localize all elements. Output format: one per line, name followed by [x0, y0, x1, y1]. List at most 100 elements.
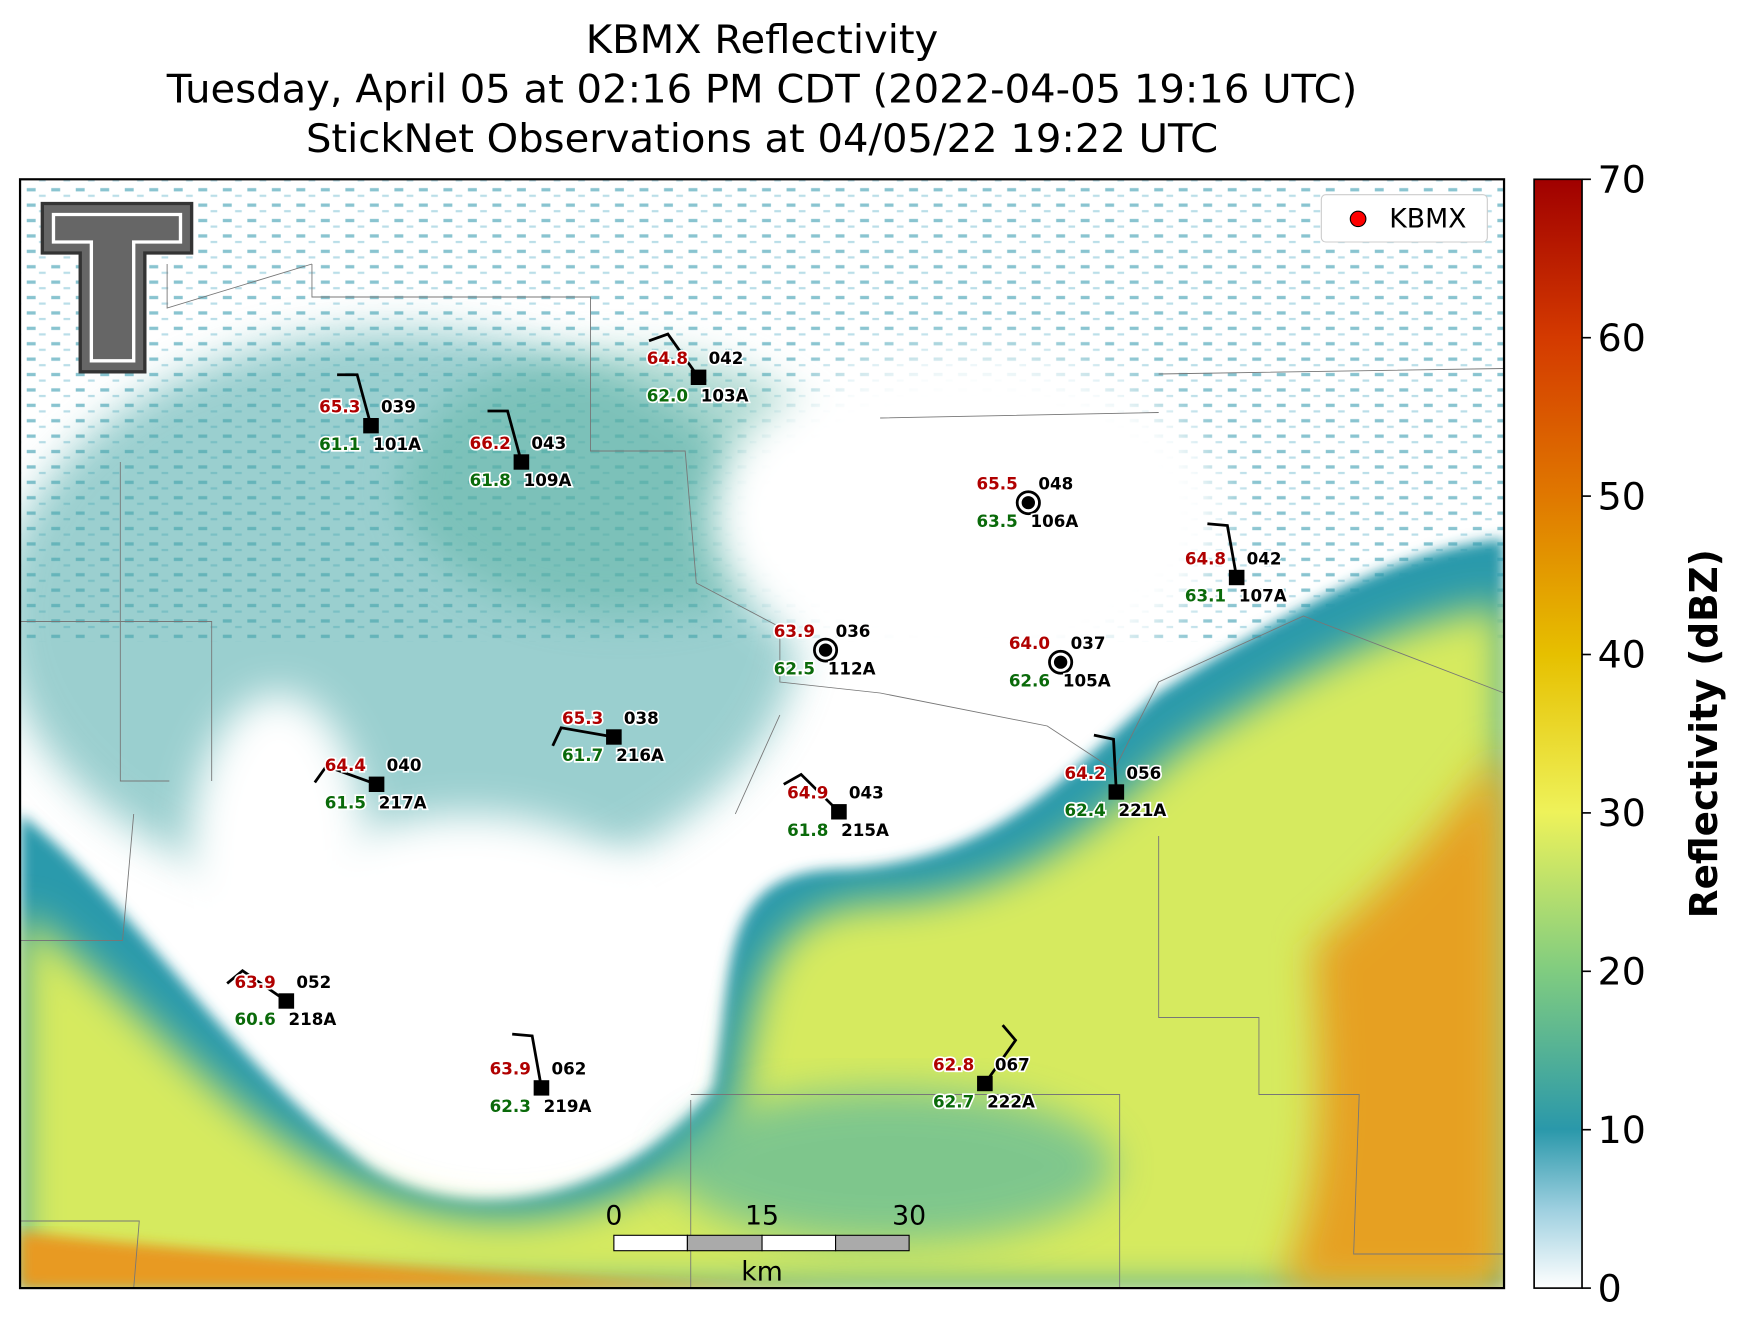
temperature: 63.9: [235, 973, 276, 992]
station: 66.2 043 61.8 109A: [468, 409, 573, 492]
legend-label: KBMX: [1389, 204, 1466, 235]
temperature: 62.8: [933, 1055, 974, 1074]
colorbar-tick-label: 0: [1598, 1267, 1622, 1311]
temperature: 63.9: [490, 1060, 531, 1079]
echo-heavy: [20, 1232, 892, 1289]
echo: [668, 1089, 1115, 1243]
wind-barb: [648, 332, 700, 379]
temperature: 64.2: [1065, 764, 1106, 783]
station-marker: [1228, 569, 1245, 586]
dewpoint: 62.0: [647, 387, 688, 406]
dewpoint: 62.7: [933, 1093, 974, 1112]
colorbar-tick-label: 10: [1598, 1108, 1646, 1152]
station-id: 106A: [1031, 512, 1079, 531]
station-id: 107A: [1239, 587, 1287, 606]
station-marker: [818, 643, 833, 657]
temperature: 64.0: [1009, 634, 1050, 653]
title: KBMX Reflectivity: [586, 17, 939, 63]
station: 64.0 037 62.6 105A: [1007, 632, 1112, 692]
dewpoint: 62.5: [774, 659, 815, 678]
pressure-code: 048: [1038, 475, 1073, 494]
logo: [40, 201, 194, 374]
colorbar-tick-label: 40: [1598, 633, 1646, 677]
pressure-code: 062: [551, 1060, 586, 1079]
scale-bar: 0 15 30 km: [605, 1200, 926, 1287]
temperature: 65.5: [977, 475, 1018, 494]
pressure-code: 036: [836, 622, 871, 641]
pressure-code: 043: [531, 434, 566, 453]
pressure-code: 052: [296, 973, 331, 992]
wind-barb: [226, 968, 288, 1003]
pressure-code: 040: [387, 756, 422, 775]
station-id: 112A: [828, 659, 876, 678]
calm-ring: [1015, 490, 1041, 516]
station: 65.3 038 61.7 216A: [551, 707, 666, 767]
echo-gap: [713, 352, 1226, 682]
dewpoint: 62.6: [1009, 671, 1050, 690]
scale-label: 0: [605, 1200, 622, 1231]
station-id: 109A: [524, 471, 572, 490]
station: 64.8 042 63.1 107A: [1183, 522, 1288, 607]
dewpoint: 62.3: [490, 1097, 531, 1116]
dewpoint: 61.5: [325, 794, 366, 813]
wind-barb: [1093, 733, 1118, 793]
pressure-code: 042: [709, 349, 744, 368]
station-id: 217A: [379, 794, 427, 813]
colorbar-tick-label: 60: [1598, 316, 1646, 360]
calm-ring: [813, 637, 839, 663]
station-marker: [513, 454, 530, 470]
pressure-code: 038: [624, 709, 659, 728]
station-marker: [1108, 784, 1125, 800]
station-id: 219A: [544, 1097, 592, 1116]
colorbar-tick-label: 30: [1598, 791, 1646, 835]
station: 64.9 043 61.8 215A: [783, 772, 891, 842]
colorbar-ticks: 0 10 20 30 40 50 60 70: [1582, 158, 1646, 1311]
pressure-code: 043: [849, 784, 884, 803]
scale-unit: km: [741, 1257, 782, 1288]
colorbar-tick-label: 70: [1598, 158, 1646, 202]
wind-barb: [783, 772, 840, 813]
station-id: 215A: [841, 821, 889, 840]
dewpoint: 62.4: [1065, 801, 1106, 820]
temperature: 64.4: [325, 756, 366, 775]
station: 63.9 062 62.3 219A: [488, 1032, 593, 1118]
station: 64.2 056 62.4 221A: [1063, 733, 1168, 822]
wind-barb: [983, 1024, 1018, 1085]
colorbar-tick-label: 50: [1598, 475, 1646, 519]
dewpoint: 60.6: [235, 1010, 276, 1029]
wind-barb: [1207, 522, 1239, 578]
legend: KBMX: [1320, 194, 1488, 243]
scale-label: 30: [892, 1200, 926, 1231]
pressure-code: 037: [1071, 634, 1106, 653]
station: 63.9 036 62.5 112A: [772, 620, 877, 680]
echo-core: [20, 605, 1505, 1289]
station-id: 103A: [701, 387, 749, 406]
dewpoint: 63.1: [1185, 587, 1226, 606]
colorbar-label: Reflectivity (dBZ): [1682, 549, 1726, 918]
temperature: 64.9: [787, 784, 828, 803]
station-id: 222A: [987, 1093, 1035, 1112]
echo-gap: [245, 814, 691, 1122]
legend-marker: [1349, 210, 1367, 228]
temperature: 65.3: [319, 398, 360, 417]
station-marker: [363, 418, 379, 434]
wind-barb: [487, 409, 523, 463]
temperature: 64.8: [1185, 549, 1226, 568]
station-marker: [606, 729, 622, 745]
station: 65.5 048 63.5 106A: [975, 473, 1080, 533]
stations: 64.8 042 62.0 103A 65.3 039 61.1 101A 66.2 043 61.…: [226, 332, 1288, 1118]
titles: KBMX Reflectivity Tuesday, April 05 at 0…: [166, 17, 1358, 162]
station: 62.8 067 62.7 222A: [931, 1024, 1037, 1113]
dewpoint: 63.5: [977, 512, 1018, 531]
pressure-code: 056: [1126, 764, 1161, 783]
wind-barb: [337, 373, 373, 427]
county-lines: [20, 263, 1505, 1289]
station: 64.4 040 61.5 217A: [313, 755, 428, 814]
wind-barb: [551, 726, 615, 747]
station-id: 221A: [1119, 801, 1167, 820]
station-marker: [1053, 655, 1068, 669]
temperature: 66.2: [470, 434, 511, 453]
station-marker: [533, 1080, 550, 1096]
dewpoint: 61.7: [562, 746, 603, 765]
